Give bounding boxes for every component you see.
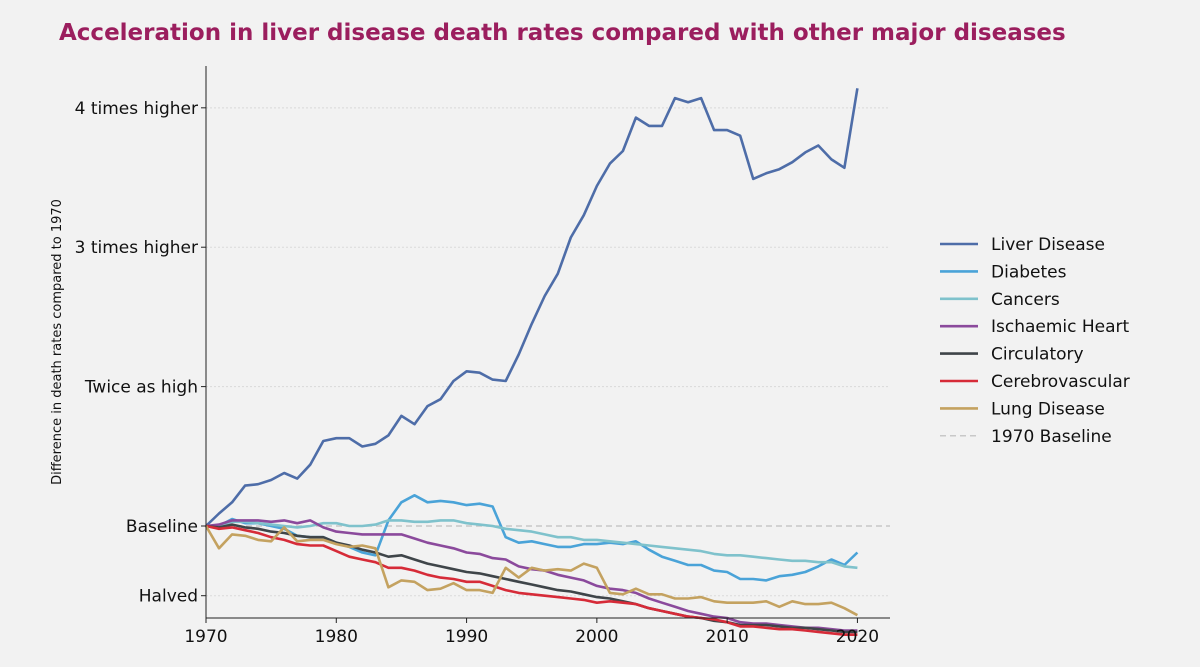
y-tick-label: Halved bbox=[139, 587, 198, 607]
series-line-lung-disease bbox=[204, 525, 859, 617]
legend-label: Ischaemic Heart bbox=[991, 317, 1130, 337]
y-tick-label: 3 times higher bbox=[75, 238, 198, 258]
gridlines bbox=[206, 107, 890, 597]
axes: Halved Baseline Twice as high 3 times highe… bbox=[75, 66, 890, 647]
x-tick-label: 1970 bbox=[184, 627, 227, 647]
legend-label: 1970 Baseline bbox=[991, 427, 1112, 447]
legend-label: Diabetes bbox=[991, 262, 1067, 282]
x-tick-label: 2020 bbox=[836, 627, 879, 647]
y-axis-label: Difference in death rates compared to 19… bbox=[50, 199, 65, 485]
y-tick-label: 4 times higher bbox=[75, 99, 198, 119]
x-tick-label: 1980 bbox=[315, 627, 358, 647]
legend-label: Cancers bbox=[991, 290, 1060, 310]
x-tick-label: 2000 bbox=[575, 627, 618, 647]
series-line-cerebrovascular bbox=[205, 524, 858, 637]
series-line-circulatory bbox=[205, 523, 858, 634]
legend-label: Cerebrovascular bbox=[991, 372, 1130, 392]
legend-label: Circulatory bbox=[991, 345, 1084, 365]
legend: Liver Disease Diabetes Cancers Ischaemic He… bbox=[940, 235, 1130, 447]
legend-label: Lung Disease bbox=[991, 399, 1105, 419]
x-tick-label: 2010 bbox=[706, 627, 749, 647]
legend-label: Liver Disease bbox=[991, 235, 1105, 255]
chart-title: Acceleration in liver disease death rate… bbox=[59, 20, 1066, 46]
x-tick-label: 1990 bbox=[445, 627, 488, 647]
y-tick-label: Baseline bbox=[126, 517, 198, 537]
series-line-liver-disease bbox=[205, 88, 859, 527]
y-tick-label: Twice as high bbox=[84, 378, 198, 398]
series-line-cancers bbox=[206, 519, 858, 570]
series-lines bbox=[204, 88, 859, 637]
